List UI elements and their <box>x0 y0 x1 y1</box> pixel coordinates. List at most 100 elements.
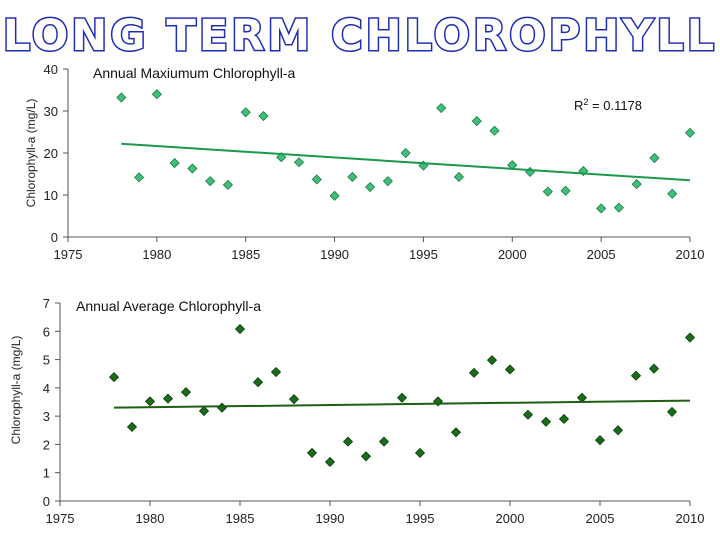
top-data-point <box>613 202 624 213</box>
r-squared-label: R <box>574 98 583 113</box>
bot-data-point <box>198 405 210 417</box>
bot-y-tick-label: 1 <box>43 466 50 481</box>
bottom-chart-ylabel: Chlorophyll-a (mg/L) <box>9 336 23 445</box>
bot-y-tick-label: 4 <box>43 381 50 396</box>
bot-data-point <box>558 413 570 425</box>
top-y-tick-label: 0 <box>51 230 58 245</box>
bot-x-tick-label: 2000 <box>496 511 525 526</box>
bot-y-tick-label: 2 <box>43 437 50 452</box>
top-data-point <box>453 171 465 183</box>
bot-data-point <box>270 366 282 378</box>
bottom-chart-points <box>108 323 696 468</box>
top-data-point <box>684 127 696 138</box>
bot-x-tick-label: 1975 <box>46 511 75 526</box>
top-data-point <box>222 179 234 190</box>
top-data-point <box>347 171 358 183</box>
bot-data-point <box>180 387 192 398</box>
bot-data-point <box>126 421 138 432</box>
bot-data-point <box>540 416 552 427</box>
bot-data-point <box>216 402 228 413</box>
top-data-point <box>365 181 376 193</box>
top-data-point <box>311 174 322 185</box>
top-data-point <box>436 102 447 114</box>
bot-data-point <box>504 364 516 375</box>
bot-data-point <box>378 436 390 447</box>
bottom-chart-title: Annual Average Chlorophyll-a <box>76 298 261 314</box>
top-data-point <box>631 179 642 190</box>
bot-y-tick-label: 6 <box>43 324 50 339</box>
top-y-tick-label: 20 <box>44 146 58 161</box>
top-data-point <box>134 172 145 183</box>
top-x-tick-label: 1990 <box>320 247 349 262</box>
bot-y-tick-label: 7 <box>43 296 50 311</box>
bot-data-point <box>684 332 696 343</box>
top-data-point <box>382 176 393 187</box>
r-squared-value: = 0.1178 <box>588 98 642 113</box>
top-x-tick-label: 1975 <box>54 247 83 262</box>
bot-data-point <box>234 323 246 335</box>
bot-data-point <box>108 372 120 383</box>
bot-data-point <box>450 427 462 438</box>
top-data-point <box>258 110 269 122</box>
bot-x-tick-label: 1995 <box>406 511 435 526</box>
bot-y-tick-label: 3 <box>43 409 50 424</box>
bot-data-point <box>360 451 372 462</box>
top-data-point <box>205 176 216 187</box>
top-data-point <box>524 166 536 177</box>
top-data-point <box>187 163 198 174</box>
bot-x-tick-label: 2005 <box>586 511 615 526</box>
bot-data-point <box>396 392 408 403</box>
top-data-point <box>471 116 482 127</box>
bot-data-point <box>612 425 624 436</box>
top-x-tick-label: 2000 <box>498 247 527 262</box>
top-chart-trendline <box>121 142 691 182</box>
top-y-tick-label: 30 <box>44 104 58 119</box>
top-data-point <box>169 158 180 169</box>
top-chart-axes: 0 10 20 30 40 1975 1980 1985 1990 1995 2000 2005 201… <box>44 62 705 262</box>
avg-chlorophyll-chart: 0 1 2 3 4 5 6 7 1975 1980 1985 1990 1995 2000 2005 2010… <box>9 296 705 526</box>
top-data-point <box>542 186 553 197</box>
top-data-point <box>560 185 571 196</box>
bot-data-point <box>414 447 426 458</box>
top-x-tick-label: 1995 <box>409 247 438 262</box>
top-chart-title: Annual Maxiumum Chlorophyll-a <box>93 65 296 81</box>
top-data-point <box>293 157 305 168</box>
bot-data-point <box>630 370 642 381</box>
max-chlorophyll-chart: 0 10 20 30 40 1975 1980 1985 1990 1995 2000 2005 201… <box>24 62 705 262</box>
bot-data-point <box>288 394 300 405</box>
top-x-tick-label: 2005 <box>587 247 616 262</box>
slide-title: LONG TERM CHLOROPHYLL <box>1 10 717 63</box>
top-chart-r-squared: R2 = 0.1178 <box>574 97 642 113</box>
bot-x-tick-label: 1980 <box>136 511 165 526</box>
bottom-chart-trendline <box>113 399 691 409</box>
top-y-tick-label: 10 <box>44 188 58 203</box>
bot-data-point <box>486 355 498 366</box>
top-data-point <box>596 203 607 214</box>
bot-x-tick-label: 1990 <box>316 511 345 526</box>
bot-data-point <box>342 436 354 447</box>
bot-y-tick-label: 5 <box>43 353 50 368</box>
bot-x-tick-label: 1985 <box>226 511 255 526</box>
top-y-tick-label: 40 <box>44 62 58 77</box>
top-data-point <box>649 152 660 164</box>
bot-data-point <box>594 435 606 446</box>
top-x-tick-label: 2010 <box>676 247 705 262</box>
top-data-point <box>151 89 162 100</box>
slide-title-text: LONG TERM CHLOROPHYLL <box>3 11 717 61</box>
top-x-tick-label: 1985 <box>231 247 260 262</box>
top-data-point <box>489 125 500 136</box>
bot-data-point <box>306 447 318 458</box>
top-data-point <box>667 188 678 199</box>
top-data-point <box>329 190 340 201</box>
bot-x-tick-label: 2010 <box>676 511 705 526</box>
top-x-tick-label: 1980 <box>142 247 171 262</box>
bot-data-point <box>324 456 336 468</box>
bot-data-point <box>162 393 174 404</box>
bot-data-point <box>144 396 156 407</box>
top-data-point <box>400 147 411 159</box>
bot-data-point <box>648 363 660 374</box>
top-chart-ylabel: Chlorophyll-a (mg/L) <box>24 99 38 208</box>
bot-data-point <box>252 377 264 388</box>
bot-data-point <box>468 367 480 378</box>
top-data-point <box>116 92 127 103</box>
